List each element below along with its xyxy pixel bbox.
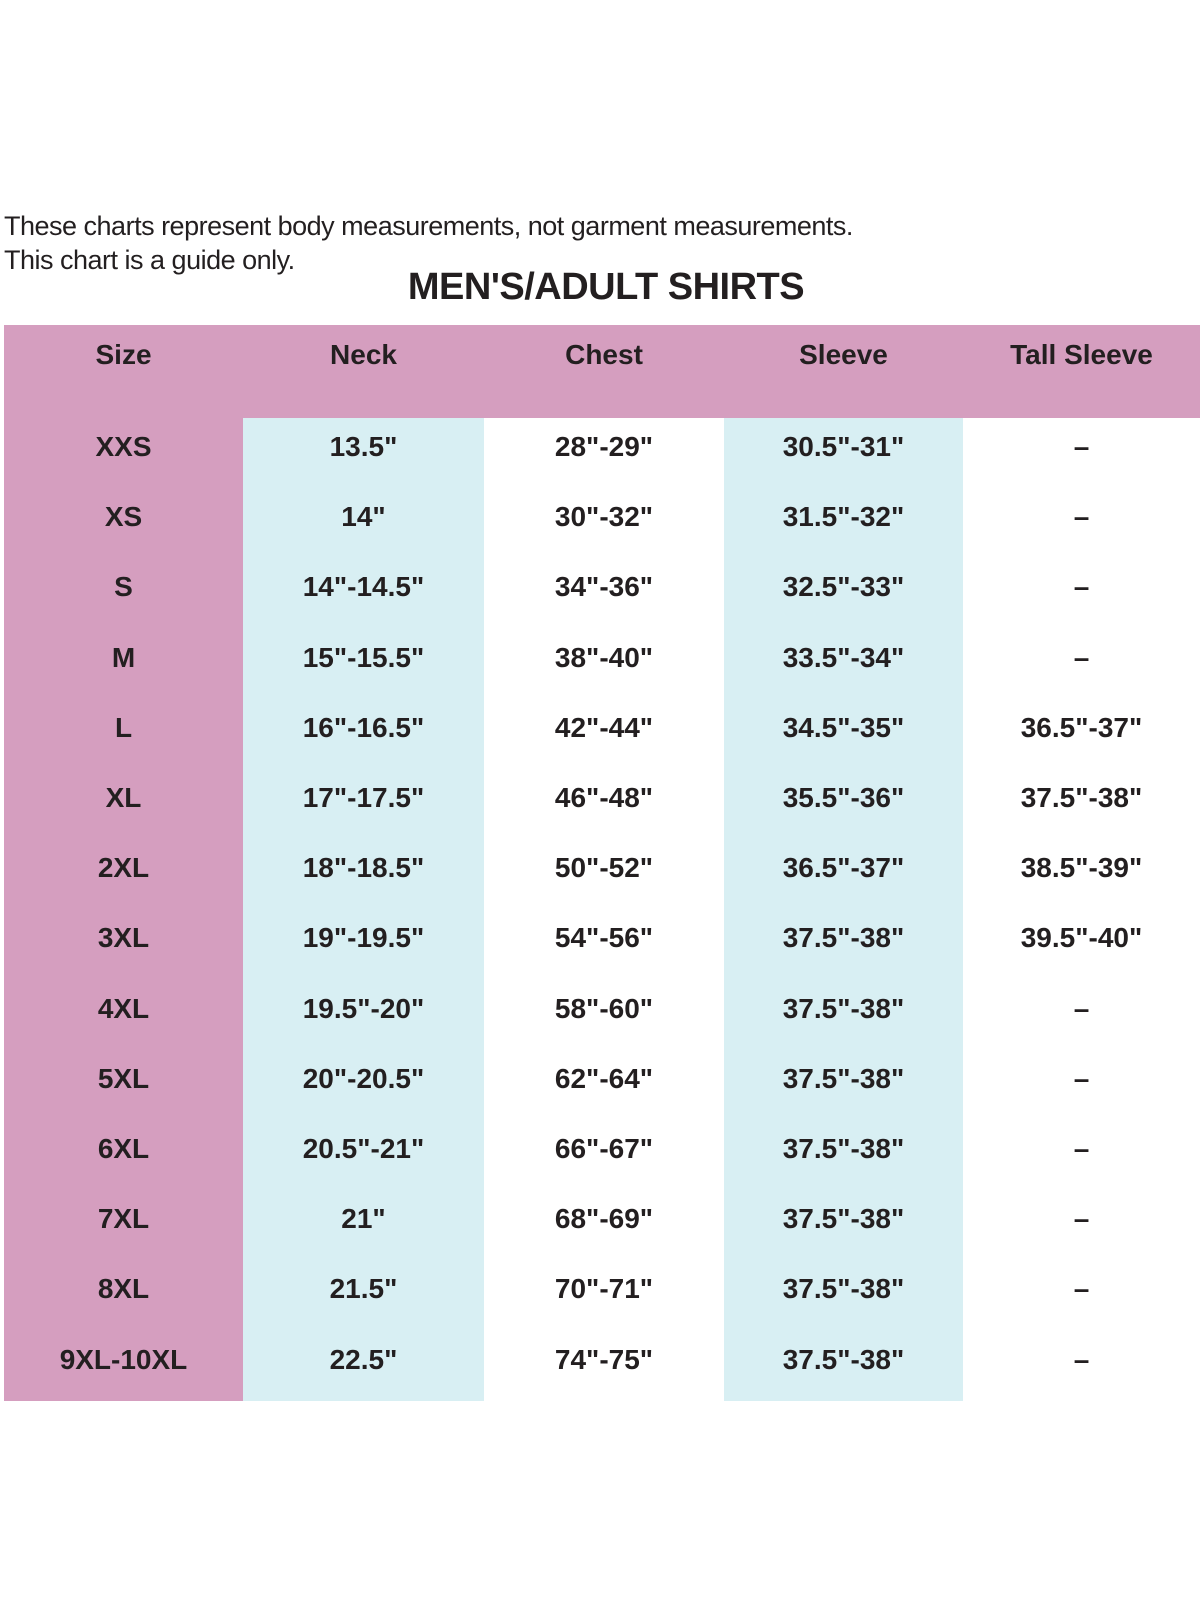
neck-column-background xyxy=(243,418,484,1401)
cell-neck: 18"-18.5" xyxy=(302,852,425,884)
table-row: 5XL 20"-20.5" 62"-64" 37.5"-38" – xyxy=(4,1050,1200,1120)
cell-sleeve: 33.5"-34" xyxy=(782,641,905,673)
cell-tall-sleeve: – xyxy=(1073,501,1090,533)
cell-neck: 19.5"-20" xyxy=(302,992,425,1024)
cell-chest: 34"-36" xyxy=(554,571,654,603)
cell-chest: 30"-32" xyxy=(554,501,654,533)
cell-sleeve: 30.5"-31" xyxy=(782,431,905,462)
cell-tall-sleeve: – xyxy=(1073,1273,1090,1305)
disclaimer-body-measurements: These charts represent body measurements… xyxy=(4,211,853,241)
size-chart-table: Size Neck Chest Sleeve Tall Sleeve XXS 13… xyxy=(4,325,1200,1401)
table-row: 2XL 18"-18.5" 50"-52" 36.5"-37" 38.5"-39" xyxy=(4,839,1200,909)
cell-chest: 70"-71" xyxy=(554,1273,654,1305)
cell-sleeve: 35.5"-36" xyxy=(782,782,905,813)
header-chest: Chest xyxy=(565,339,643,370)
table-row: 8XL 21.5" 70"-71" 37.5"-38" – xyxy=(4,1260,1200,1330)
table-header xyxy=(4,325,1200,418)
table-row: 6XL 20.5"-21" 66"-67" 37.5"-38" – xyxy=(4,1120,1200,1190)
table-row: XS 14" 30"-32" 31.5"-32" – xyxy=(4,488,1200,558)
header-size: Size xyxy=(95,339,152,370)
cell-neck: 21" xyxy=(341,1203,386,1235)
cell-chest: 46"-48" xyxy=(554,782,654,813)
table-row: L 16"-16.5" 42"-44" 34.5"-35" 36.5"-37" xyxy=(4,699,1200,769)
cell-size: XXS xyxy=(95,431,152,462)
cell-neck: 14"-14.5" xyxy=(302,571,425,603)
cell-size: M xyxy=(111,641,136,673)
cell-tall-sleeve: 36.5"-37" xyxy=(1020,711,1143,743)
cell-chest: 58"-60" xyxy=(554,992,654,1024)
cell-sleeve: 37.5"-38" xyxy=(782,1273,905,1305)
header-tall-sleeve: Tall Sleeve xyxy=(1010,339,1153,370)
cell-chest: 68"-69" xyxy=(554,1203,654,1235)
header-sleeve: Sleeve xyxy=(799,339,888,370)
cell-chest: 74"-75" xyxy=(554,1343,654,1375)
disclaimer-guide-only: This chart is a guide only. xyxy=(4,245,295,275)
cell-size: XL xyxy=(105,782,142,813)
cell-tall-sleeve: – xyxy=(1073,1062,1090,1094)
cell-neck: 15"-15.5" xyxy=(302,641,425,673)
cell-sleeve: 36.5"-37" xyxy=(782,852,905,884)
cell-neck: 13.5" xyxy=(329,431,398,462)
cell-size: 5XL xyxy=(97,1062,150,1094)
cell-size: S xyxy=(114,571,133,603)
cell-size: 3XL xyxy=(97,922,150,954)
table-row: 4XL 19.5"-20" 58"-60" 37.5"-38" – xyxy=(4,980,1200,1050)
cell-tall-sleeve: – xyxy=(1073,1203,1090,1235)
table-row: 3XL 19"-19.5" 54"-56" 37.5"-38" 39.5"-40" xyxy=(4,909,1200,979)
cell-neck: 17"-17.5" xyxy=(302,782,425,813)
cell-size: 4XL xyxy=(97,992,150,1024)
cell-chest: 38"-40" xyxy=(554,641,654,673)
cell-size: 8XL xyxy=(97,1273,150,1305)
table-row: S 14"-14.5" 34"-36" 32.5"-33" – xyxy=(4,558,1200,628)
header-neck: Neck xyxy=(330,339,397,370)
cell-sleeve: 34.5"-35" xyxy=(782,711,905,743)
cell-size: 7XL xyxy=(97,1203,150,1235)
cell-chest: 50"-52" xyxy=(554,852,654,884)
cell-tall-sleeve: – xyxy=(1073,992,1090,1024)
cell-sleeve: 37.5"-38" xyxy=(782,1062,905,1094)
page-title: MEN'S/ADULT SHIRTS xyxy=(407,266,805,308)
cell-sleeve: 37.5"-38" xyxy=(782,1133,905,1164)
table-row: XXS 13.5" 28"-29" 30.5"-31" – xyxy=(4,418,1200,488)
table-row: 7XL 21" 68"-69" 37.5"-38" – xyxy=(4,1190,1200,1260)
table-row: 9XL-10XL 22.5" 74"-75" 37.5"-38" – xyxy=(4,1331,1200,1401)
cell-neck: 16"-16.5" xyxy=(302,711,425,743)
cell-chest: 28"-29" xyxy=(554,431,654,462)
size-column-background xyxy=(4,418,243,1401)
cell-tall-sleeve: – xyxy=(1073,431,1090,462)
cell-size: L xyxy=(114,711,133,743)
cell-sleeve: 31.5"-32" xyxy=(782,501,905,533)
table-row: M 15"-15.5" 38"-40" 33.5"-34" – xyxy=(4,629,1200,699)
sleeve-column-background xyxy=(724,418,963,1401)
cell-chest: 54"-56" xyxy=(554,922,654,954)
cell-sleeve: 37.5"-38" xyxy=(782,992,905,1024)
cell-tall-sleeve: 39.5"-40" xyxy=(1020,922,1143,954)
cell-chest: 42"-44" xyxy=(554,711,654,743)
cell-neck: 14" xyxy=(341,501,386,533)
cell-chest: 66"-67" xyxy=(554,1133,654,1164)
cell-neck: 19"-19.5" xyxy=(302,922,425,954)
cell-neck: 22.5" xyxy=(329,1343,398,1375)
cell-sleeve: 37.5"-38" xyxy=(782,1343,905,1375)
cell-tall-sleeve: – xyxy=(1073,1133,1090,1164)
cell-size: 2XL xyxy=(97,852,150,884)
cell-chest: 62"-64" xyxy=(554,1062,654,1094)
cell-size: XS xyxy=(104,501,143,533)
cell-tall-sleeve: 38.5"-39" xyxy=(1020,852,1143,884)
cell-sleeve: 32.5"-33" xyxy=(782,571,905,603)
cell-sleeve: 37.5"-38" xyxy=(782,922,905,954)
cell-tall-sleeve: – xyxy=(1073,1343,1090,1375)
cell-neck: 21.5" xyxy=(329,1273,398,1305)
cell-size: 6XL xyxy=(97,1133,150,1164)
cell-neck: 20"-20.5" xyxy=(302,1062,425,1094)
cell-sleeve: 37.5"-38" xyxy=(782,1203,905,1235)
cell-tall-sleeve: – xyxy=(1073,571,1090,603)
cell-size: 9XL-10XL xyxy=(59,1343,188,1375)
table-row: XL 17"-17.5" 46"-48" 35.5"-36" 37.5"-38" xyxy=(4,769,1200,839)
cell-neck: 20.5"-21" xyxy=(302,1133,425,1164)
cell-tall-sleeve: – xyxy=(1073,641,1090,673)
cell-tall-sleeve: 37.5"-38" xyxy=(1020,782,1143,813)
